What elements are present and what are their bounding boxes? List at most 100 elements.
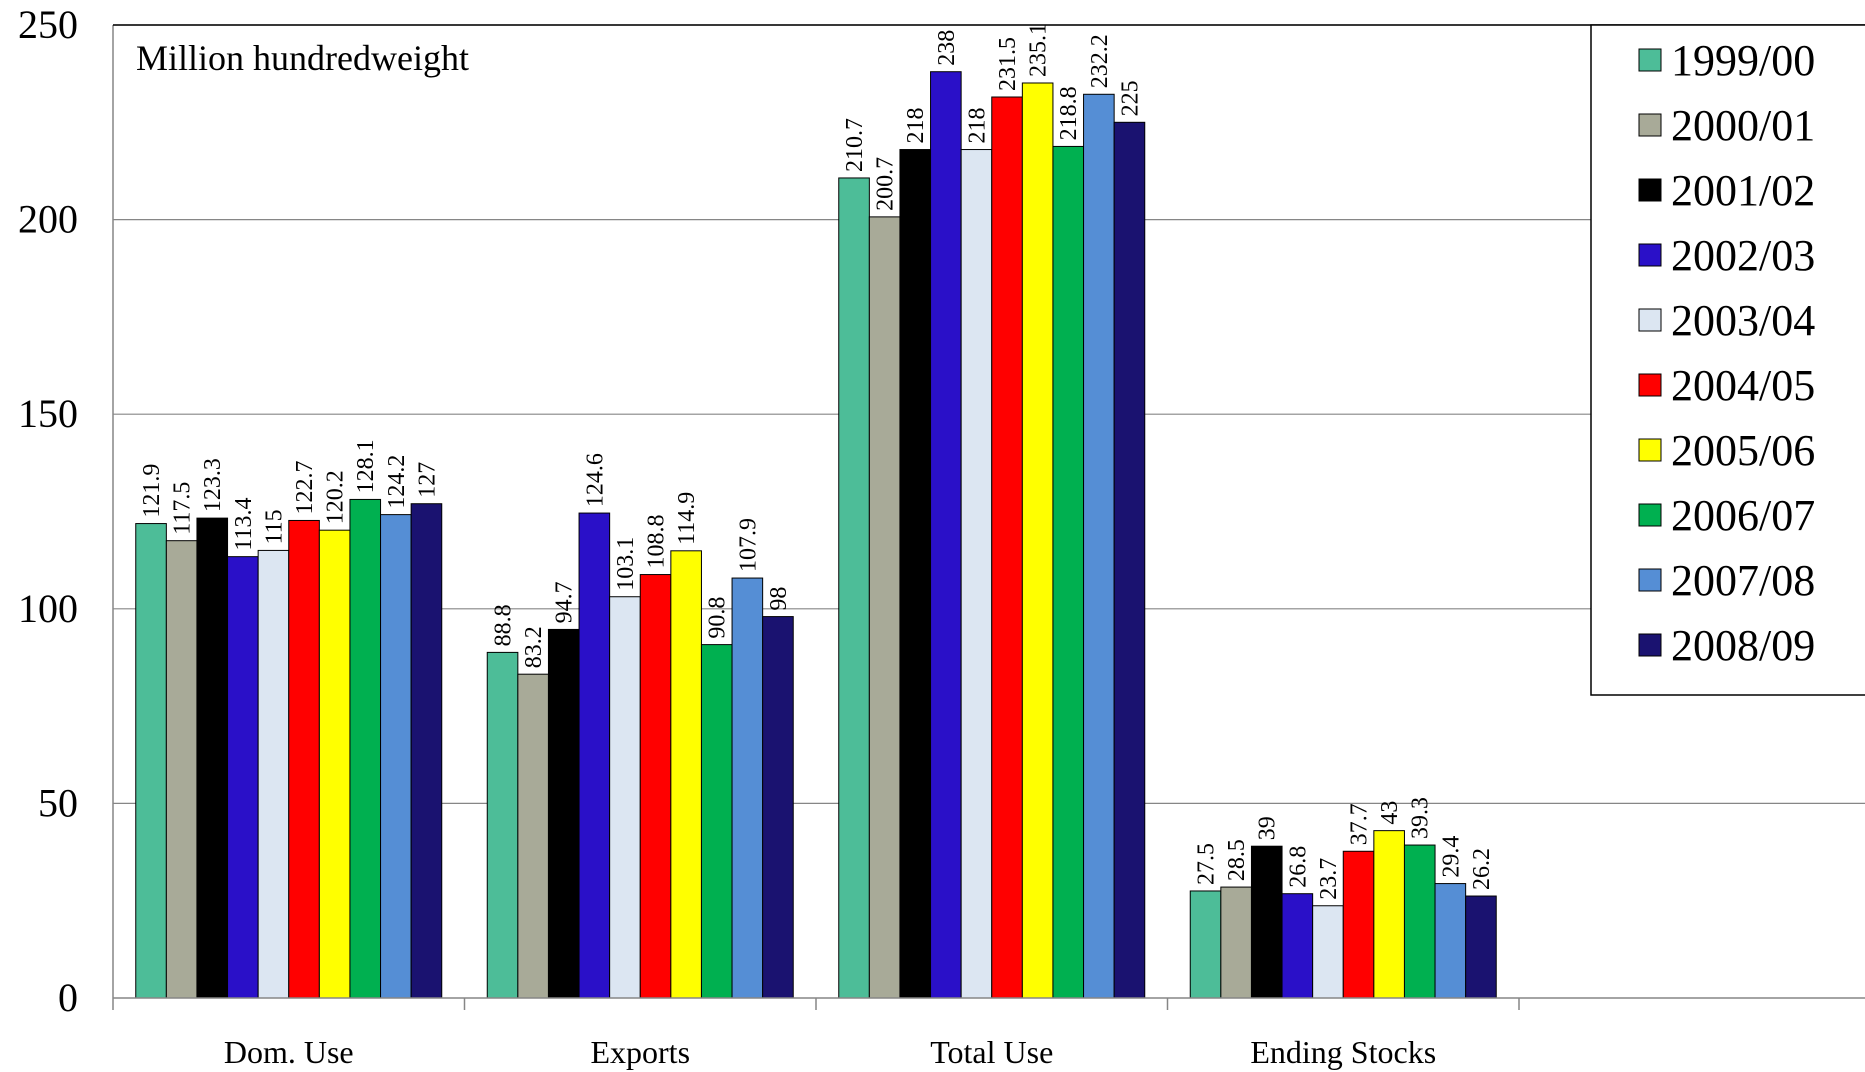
bar	[670, 550, 702, 999]
y-tick-label: 50	[38, 780, 78, 825]
data-label: 218	[903, 108, 929, 144]
bar	[639, 574, 672, 999]
bar	[1342, 850, 1375, 999]
data-label: 108.8	[644, 515, 670, 569]
legend-swatch	[1638, 568, 1662, 592]
data-label: 83.2	[521, 626, 547, 668]
legend-entry: 1999/00	[1671, 36, 1815, 85]
data-label: 122.7	[292, 460, 318, 514]
bar	[868, 216, 901, 999]
axes: 0 50 100 150 200 250 Dom. Use Exports Total Use E…	[18, 2, 1865, 1070]
bar	[1403, 844, 1436, 999]
legend-entry: 2007/08	[1671, 556, 1815, 605]
legend-box	[1590, 24, 1865, 696]
y-tick-label: 0	[58, 975, 78, 1020]
bar	[1465, 895, 1497, 999]
bar	[960, 149, 993, 999]
legend-swatch	[1638, 438, 1662, 462]
bar	[1220, 886, 1252, 999]
data-label: 218	[964, 108, 990, 144]
bar	[380, 514, 412, 999]
bar	[349, 498, 382, 999]
bar	[838, 177, 870, 999]
legend-entry: 2004/05	[1671, 361, 1815, 410]
data-label: 235.1	[1026, 23, 1052, 77]
bars	[135, 71, 1497, 999]
legend-entry: 2000/01	[1671, 101, 1815, 150]
x-category-label: Ending Stocks	[1250, 1034, 1436, 1070]
data-label: 231.5	[995, 37, 1021, 91]
x-category-label: Exports	[590, 1034, 690, 1070]
legend-swatch	[1638, 373, 1662, 397]
y-tick-label: 100	[18, 586, 78, 631]
bar	[318, 529, 351, 999]
data-label: 121.9	[139, 464, 165, 518]
y-tick-label: 150	[18, 391, 78, 436]
y-tick-label: 250	[18, 2, 78, 47]
data-label: 210.7	[842, 118, 868, 172]
data-label: 123.3	[200, 458, 226, 512]
data-label: 26.2	[1469, 848, 1495, 890]
data-label: 27.5	[1194, 843, 1220, 885]
bar	[196, 517, 229, 999]
data-label: 26.8	[1285, 846, 1311, 888]
y-tick-label: 200	[18, 197, 78, 242]
data-label: 103.1	[613, 537, 639, 591]
data-label: 98	[766, 587, 792, 611]
data-label: 29.4	[1438, 836, 1464, 878]
bar	[609, 596, 641, 999]
legend-entry: 2006/07	[1671, 491, 1815, 540]
legend-swatch	[1638, 503, 1662, 527]
data-label: 37.7	[1347, 803, 1373, 845]
legend-entry: 2001/02	[1671, 166, 1815, 215]
bar	[1021, 82, 1054, 999]
legend-swatch	[1638, 113, 1662, 137]
bar	[288, 519, 320, 999]
x-category-label: Total Use	[930, 1034, 1053, 1070]
bar	[257, 549, 290, 999]
legend-entry: 2003/04	[1671, 296, 1815, 345]
data-label: 39	[1255, 816, 1281, 840]
bar	[991, 96, 1023, 999]
legend: 1999/00 2000/01 2001/02 2002/03 2003/04 2004/…	[1590, 24, 1865, 696]
legend-swatch	[1638, 178, 1662, 202]
bar	[227, 556, 259, 999]
legend-entry: 2008/09	[1671, 621, 1815, 670]
data-label: 238	[934, 30, 960, 66]
bar	[1373, 830, 1405, 999]
data-label: 232.2	[1087, 34, 1113, 88]
legend-entry: 2005/06	[1671, 426, 1815, 475]
data-label: 124.6	[582, 453, 608, 507]
data-label: 120.2	[323, 470, 349, 524]
legend-swatch	[1638, 48, 1662, 72]
data-label: 115	[261, 509, 287, 544]
data-label: 43	[1377, 801, 1403, 825]
bar	[135, 523, 167, 999]
data-label: 39.3	[1408, 797, 1434, 839]
bar	[410, 503, 443, 999]
legend-swatch	[1638, 243, 1662, 267]
bar	[1083, 93, 1115, 999]
bar	[899, 149, 932, 999]
data-label: 88.8	[491, 604, 517, 646]
data-label: 200.7	[873, 157, 899, 211]
bar	[486, 651, 519, 999]
data-label: 107.9	[735, 518, 761, 572]
legend-swatch	[1638, 308, 1662, 332]
unit-label: Million hundredweight	[136, 38, 469, 78]
data-label: 117.5	[170, 482, 196, 535]
bar	[578, 512, 611, 999]
bar	[1189, 890, 1222, 999]
bar	[517, 673, 549, 999]
x-category-label: Dom. Use	[224, 1034, 354, 1070]
bar	[930, 71, 962, 999]
legend-entry: 2002/03	[1671, 231, 1815, 280]
bar	[1113, 121, 1146, 999]
data-label: 124.2	[384, 455, 410, 509]
bar	[165, 540, 198, 999]
data-label: 218.8	[1056, 86, 1082, 140]
bar	[731, 577, 764, 999]
bar	[547, 628, 580, 999]
